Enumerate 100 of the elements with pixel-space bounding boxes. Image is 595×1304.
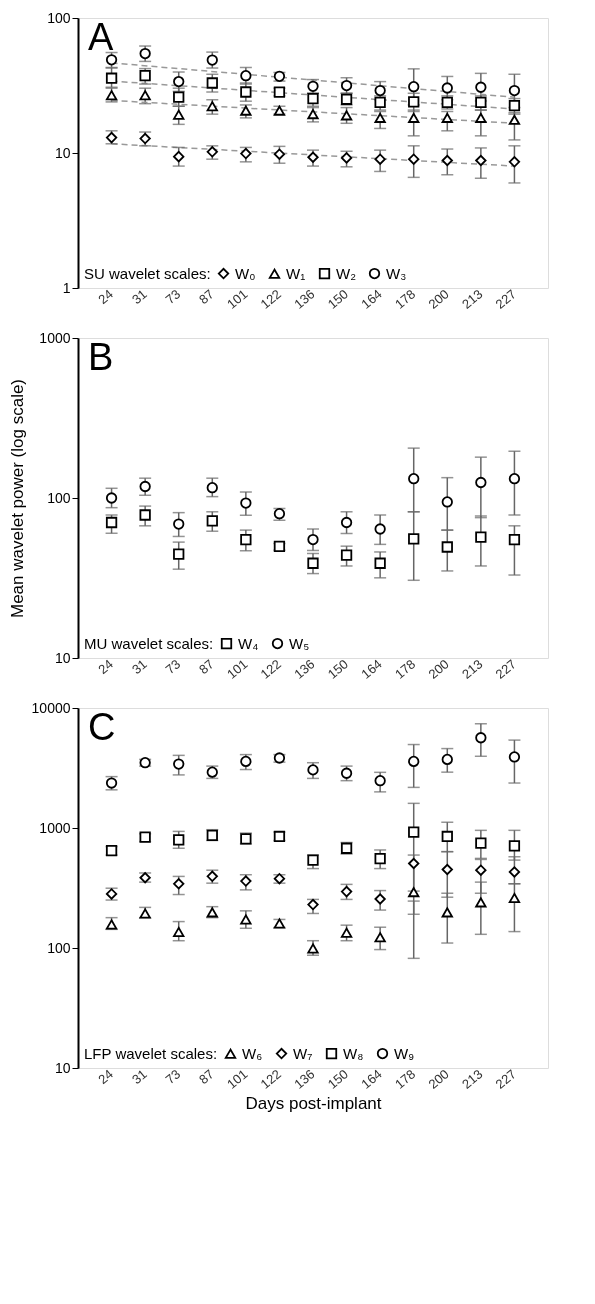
y-tick-label: 10000 bbox=[31, 699, 71, 716]
y-tick-label: 100 bbox=[47, 939, 71, 956]
x-tick-label: 227 bbox=[492, 656, 519, 682]
point bbox=[173, 878, 185, 890]
x-tick-label: 200 bbox=[425, 1066, 452, 1092]
point bbox=[374, 84, 386, 97]
point bbox=[408, 96, 420, 108]
point bbox=[307, 898, 319, 911]
point bbox=[374, 853, 386, 865]
point bbox=[475, 112, 487, 123]
legend-label: W₅ bbox=[289, 634, 310, 652]
chart-title: C bbox=[88, 706, 116, 748]
point bbox=[508, 473, 521, 485]
point bbox=[475, 732, 487, 744]
legend-label: W₁ bbox=[286, 264, 306, 282]
point bbox=[173, 548, 185, 560]
point bbox=[508, 156, 521, 168]
point bbox=[408, 112, 420, 123]
point bbox=[441, 830, 453, 843]
y-tick-label: 100 bbox=[47, 9, 71, 26]
point bbox=[441, 82, 453, 94]
legend-label: W₉ bbox=[394, 1044, 415, 1062]
point bbox=[307, 151, 319, 163]
x-tick-label: 101 bbox=[224, 286, 251, 312]
point bbox=[475, 154, 487, 167]
point bbox=[206, 482, 218, 494]
point bbox=[307, 557, 319, 569]
point bbox=[408, 826, 420, 838]
point bbox=[307, 943, 319, 954]
point bbox=[408, 887, 420, 898]
point bbox=[340, 110, 353, 121]
x-tick-label: 136 bbox=[291, 1066, 318, 1092]
legend-title: LFP wavelet scales: bbox=[84, 1045, 218, 1062]
point bbox=[475, 476, 487, 489]
x-tick-label: 227 bbox=[492, 1066, 519, 1092]
x-tick-label: 24 bbox=[95, 1066, 117, 1088]
x-tick-label: 178 bbox=[391, 656, 419, 682]
point bbox=[475, 837, 487, 849]
y-tick-label: 10 bbox=[54, 649, 71, 666]
x-tick-label: 164 bbox=[358, 286, 385, 312]
point bbox=[475, 531, 487, 543]
point bbox=[273, 148, 286, 160]
x-tick-label: 227 bbox=[492, 286, 519, 312]
point bbox=[508, 840, 521, 852]
x-tick-label: 150 bbox=[324, 286, 352, 312]
point bbox=[508, 751, 521, 763]
point bbox=[475, 864, 487, 876]
point bbox=[508, 893, 521, 904]
x-tick-label: 87 bbox=[196, 286, 217, 308]
y-tick-label: 10 bbox=[54, 144, 71, 161]
chart-title: B bbox=[88, 336, 114, 378]
x-tick-label: 150 bbox=[324, 1066, 352, 1092]
point bbox=[508, 533, 521, 546]
point bbox=[206, 77, 218, 89]
point bbox=[173, 109, 185, 120]
point bbox=[441, 154, 453, 167]
point bbox=[408, 473, 420, 485]
x-tick-label: 122 bbox=[257, 1066, 284, 1092]
y-tick-label: 100 bbox=[47, 489, 71, 506]
point bbox=[340, 549, 353, 561]
y-tick-label: 1000 bbox=[39, 329, 71, 346]
x-tick-label: 101 bbox=[224, 1066, 251, 1092]
y-axis-title: Mean wavelet power (log scale) bbox=[8, 378, 28, 619]
legend-title: SU wavelet scales: bbox=[84, 265, 211, 282]
y-tick-label: 10 bbox=[54, 1059, 71, 1076]
point bbox=[139, 480, 151, 493]
point bbox=[340, 152, 353, 164]
x-axis-title: Days post-implant bbox=[245, 1093, 382, 1113]
x-tick-label: 213 bbox=[459, 656, 486, 682]
point bbox=[240, 533, 252, 546]
point bbox=[441, 496, 453, 508]
x-tick-label: 24 bbox=[95, 656, 117, 678]
point bbox=[307, 764, 319, 776]
point bbox=[508, 114, 521, 125]
point bbox=[374, 775, 386, 787]
legend-label: W₄ bbox=[238, 634, 259, 652]
point bbox=[441, 907, 453, 918]
x-tick-label: 31 bbox=[128, 1066, 150, 1088]
x-tick-label: 31 bbox=[128, 656, 150, 678]
point bbox=[173, 150, 185, 163]
point bbox=[441, 753, 453, 766]
point bbox=[240, 875, 252, 887]
legend-label: W₂ bbox=[336, 264, 357, 282]
point bbox=[408, 857, 420, 870]
point bbox=[441, 863, 453, 876]
point bbox=[408, 81, 420, 93]
point bbox=[307, 533, 319, 546]
x-tick-label: 24 bbox=[95, 286, 117, 308]
point bbox=[408, 153, 420, 165]
point bbox=[441, 112, 453, 123]
point bbox=[105, 516, 118, 529]
point bbox=[374, 112, 386, 123]
x-tick-label: 136 bbox=[291, 286, 318, 312]
point bbox=[173, 758, 185, 770]
point bbox=[173, 834, 185, 846]
legend-label: W₇ bbox=[293, 1044, 313, 1062]
point bbox=[374, 893, 386, 905]
point bbox=[173, 518, 185, 530]
point bbox=[408, 755, 420, 768]
x-tick-label: 164 bbox=[358, 1066, 385, 1092]
